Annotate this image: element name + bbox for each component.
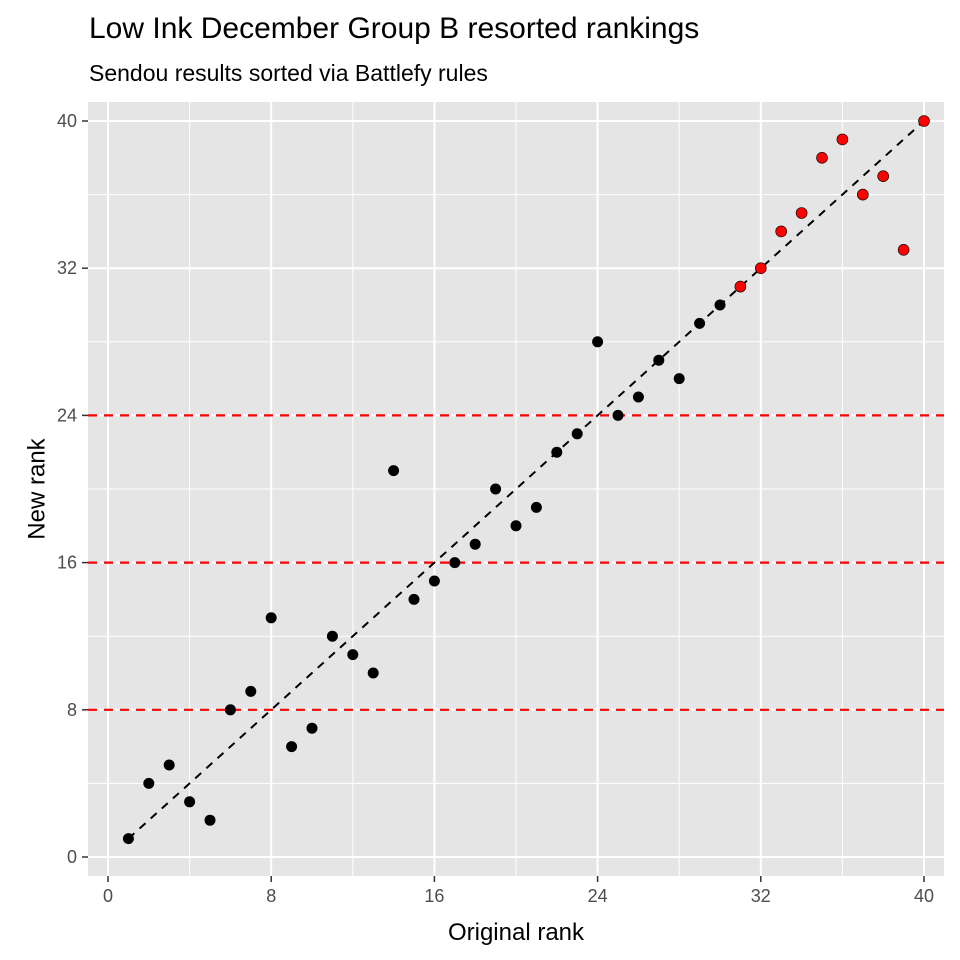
chart-subtitle: Sendou results sorted via Battlefy rules [89, 60, 488, 86]
data-point [204, 814, 216, 826]
data-point [306, 722, 318, 734]
data-point [612, 409, 624, 421]
data-point [143, 777, 155, 789]
chart-title: Low Ink December Group B resorted rankin… [89, 12, 700, 45]
data-point [286, 741, 298, 753]
data-point [428, 575, 440, 587]
data-point [184, 796, 196, 808]
x-tick-label: 24 [588, 886, 608, 906]
data-point [551, 446, 563, 458]
data-point [694, 317, 706, 329]
data-point [530, 501, 542, 513]
x-tick-label: 32 [751, 886, 771, 906]
data-point [122, 833, 134, 845]
data-point [632, 391, 644, 403]
data-point [367, 667, 379, 679]
data-point [897, 244, 910, 256]
y-tick-label: 40 [57, 111, 77, 131]
data-point [265, 612, 277, 624]
y-tick-label: 16 [57, 553, 77, 573]
data-point [714, 299, 726, 311]
data-point [653, 354, 665, 366]
data-point [490, 483, 502, 495]
data-point [326, 630, 338, 642]
axes: 0 8 16 24 32 40 0 8 16 24 32 40 [57, 111, 934, 906]
data-point [775, 225, 788, 238]
x-tick-label: 16 [424, 886, 444, 906]
data-point [754, 262, 767, 275]
reference-diagonal-line [127, 120, 925, 840]
data-point [918, 115, 930, 127]
x-tick-label: 8 [266, 886, 276, 906]
data-point [816, 152, 828, 164]
data-point [856, 188, 869, 201]
data-point [734, 280, 747, 293]
y-tick-label: 0 [67, 847, 77, 867]
data-point [877, 170, 890, 182]
data-point [510, 520, 522, 532]
x-axis-label: Original rank [448, 919, 585, 946]
data-point [408, 593, 420, 605]
minor-gridlines [88, 102, 944, 876]
data-point [673, 373, 685, 385]
x-tick-label: 0 [103, 886, 113, 906]
x-tick-label: 40 [914, 886, 934, 906]
y-tick-label: 24 [57, 405, 77, 425]
data-point [388, 465, 400, 477]
data-point [571, 428, 583, 440]
y-tick-label: 32 [57, 258, 77, 278]
data-point [592, 336, 604, 348]
data-point [347, 649, 359, 661]
data-point [449, 557, 461, 569]
data-point [795, 207, 808, 219]
y-tick-label: 8 [67, 700, 77, 720]
y-axis-label: New rank [23, 437, 50, 539]
data-point [245, 685, 257, 697]
data-point [469, 538, 481, 550]
data-point [224, 704, 236, 716]
data-point [836, 133, 849, 146]
data-point [163, 759, 175, 771]
data-points [122, 115, 930, 845]
